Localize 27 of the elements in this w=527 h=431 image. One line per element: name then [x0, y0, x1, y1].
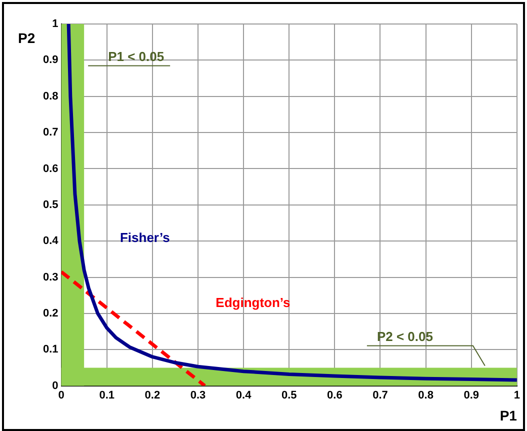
x-tick-label: 0.2: [144, 389, 160, 402]
x-tick-label: 0.3: [190, 389, 206, 402]
x-tick-label: 0.4: [236, 389, 252, 402]
y-tick-label: 0.8: [42, 90, 58, 102]
y-tick-label: 0.3: [42, 271, 58, 284]
y-tick-label: 0.1: [42, 344, 58, 356]
x-tick-label: 0.5: [281, 389, 297, 402]
x-tick-label: 0.8: [418, 389, 434, 402]
band-label: P1 < 0.05: [108, 48, 164, 64]
y-tick-label: 0: [52, 380, 58, 392]
text: Fisher’s: [120, 230, 170, 245]
y-tick-label: 0.9: [42, 54, 58, 66]
x-tick-label: 0.6: [327, 389, 342, 402]
y-tick-label: 1: [52, 18, 58, 30]
x-tick-label: 0.9: [464, 389, 480, 402]
x-tick-label: 0.7: [372, 389, 388, 402]
y-tick-label: 0.5: [42, 198, 58, 211]
x-tick-label: 0.1: [99, 389, 115, 402]
band-label: P2 < 0.05: [376, 328, 433, 344]
text: Edgington’s: [216, 294, 290, 310]
y-axis-title: P2: [18, 30, 36, 46]
x-tick-label: 1: [514, 389, 520, 402]
y-tick-label: 0.7: [42, 126, 58, 139]
y-tick-label: 0.2: [42, 307, 58, 320]
y-tick-label: 0.4: [42, 235, 60, 248]
y-tick-label: 0.6: [42, 162, 58, 175]
x-axis-title: P1: [500, 408, 518, 424]
